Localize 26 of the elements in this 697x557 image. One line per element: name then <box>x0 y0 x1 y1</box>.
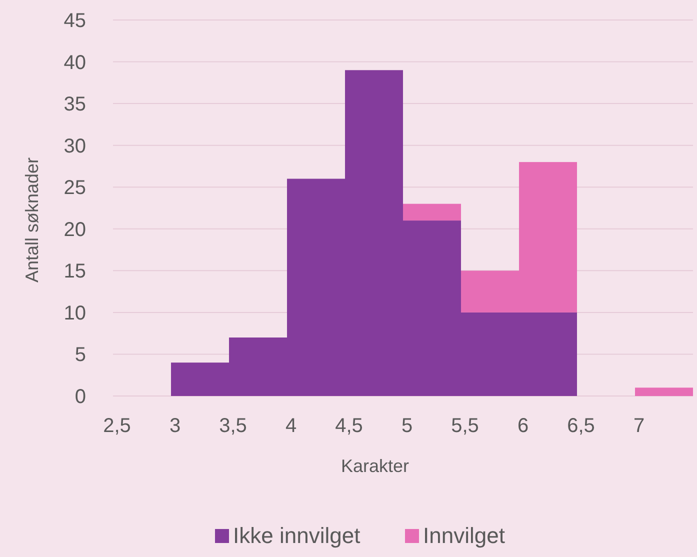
legend-label: Innvilget <box>423 523 505 548</box>
y-tick-label: 5 <box>74 344 86 366</box>
x-tick-label: 6 <box>517 415 529 437</box>
x-tick-label: 5,5 <box>451 415 479 437</box>
x-axis-title: Karakter <box>340 456 410 476</box>
x-tick-label: 2,5 <box>103 415 131 437</box>
bar <box>403 204 461 221</box>
y-tick-label: 35 <box>64 94 86 116</box>
x-tick-label: 6,5 <box>567 415 595 437</box>
x-tick-label: 3 <box>169 415 181 437</box>
y-tick-label: 20 <box>64 218 86 241</box>
x-tick-label: 4,5 <box>335 415 363 437</box>
y-tick-label: 40 <box>64 52 86 74</box>
legend-label: Ikke innvilget <box>233 523 360 548</box>
y-tick-label: 10 <box>64 302 86 324</box>
y-tick-label: 30 <box>64 135 86 158</box>
x-tick-label: 7 <box>633 415 645 437</box>
y-tick-label: 25 <box>64 177 86 200</box>
y-tick-label: 0 <box>74 386 86 408</box>
y-axis-title: Antall søknader <box>22 157 42 283</box>
x-tick-label: 4 <box>285 415 297 437</box>
y-tick-label: 15 <box>64 260 86 283</box>
bar <box>635 388 693 396</box>
y-tick-label: 45 <box>64 10 86 32</box>
x-tick-label: 3,5 <box>219 415 247 437</box>
x-tick-label: 5 <box>401 415 413 437</box>
